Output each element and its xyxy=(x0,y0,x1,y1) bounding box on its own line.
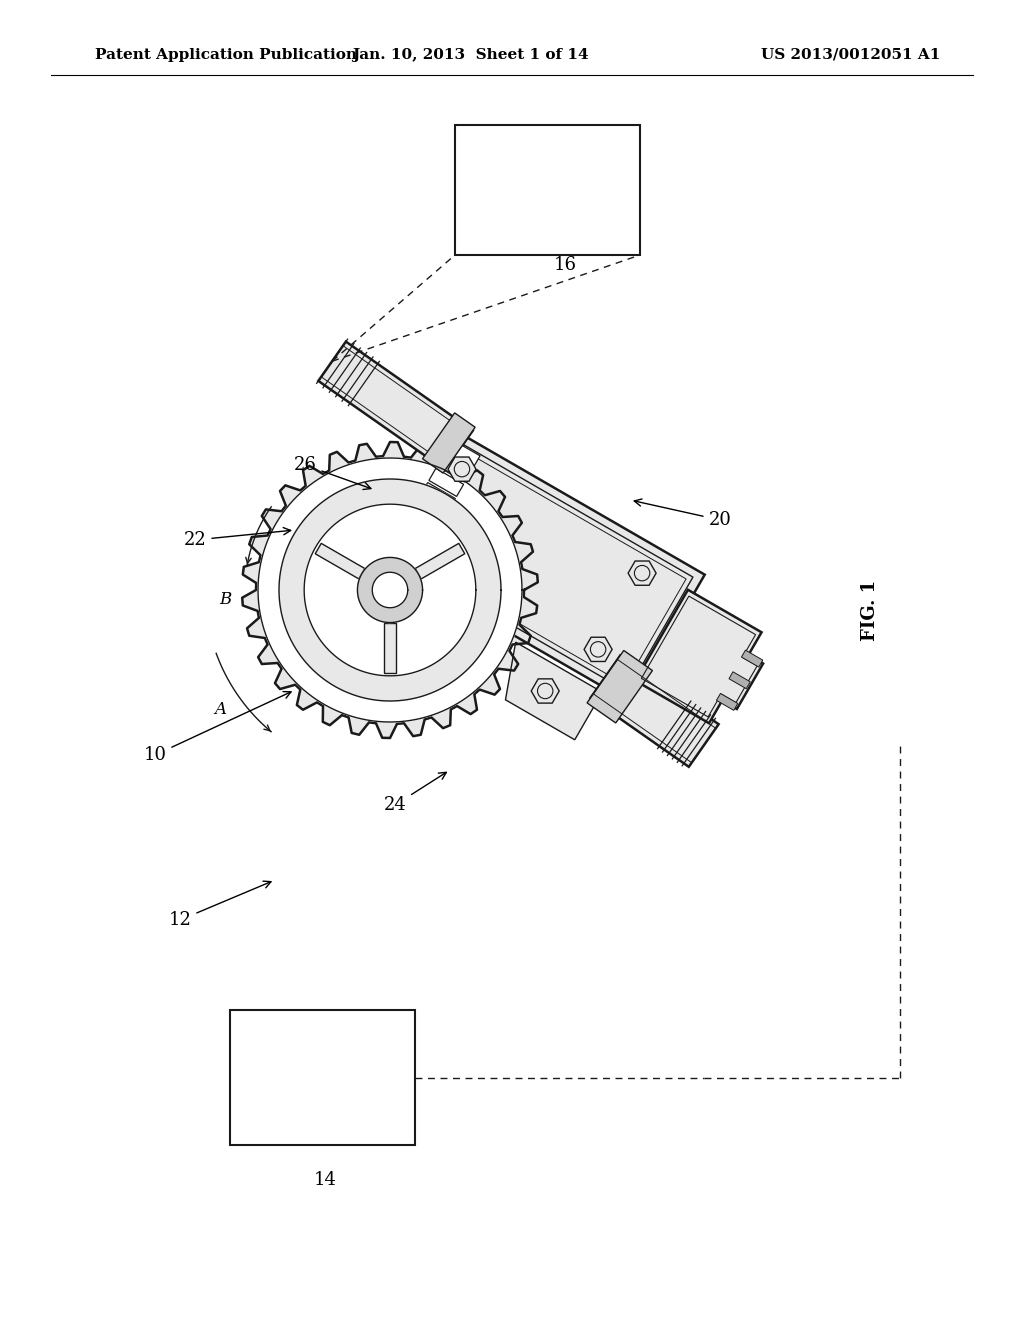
Text: B: B xyxy=(219,591,231,609)
Polygon shape xyxy=(437,454,472,482)
Polygon shape xyxy=(318,342,473,470)
Text: 20: 20 xyxy=(634,499,731,529)
Text: 14: 14 xyxy=(313,1171,337,1189)
Polygon shape xyxy=(384,623,396,673)
Polygon shape xyxy=(717,693,737,710)
Polygon shape xyxy=(279,479,501,701)
Polygon shape xyxy=(506,642,602,739)
Polygon shape xyxy=(373,573,408,607)
Polygon shape xyxy=(636,590,763,723)
Polygon shape xyxy=(304,504,476,676)
Text: 16: 16 xyxy=(554,256,577,275)
Polygon shape xyxy=(628,561,656,585)
Polygon shape xyxy=(357,557,423,623)
Polygon shape xyxy=(388,540,423,568)
Polygon shape xyxy=(413,496,447,525)
Polygon shape xyxy=(421,483,456,511)
Polygon shape xyxy=(587,651,652,723)
Text: Jan. 10, 2013  Sheet 1 of 14: Jan. 10, 2013 Sheet 1 of 14 xyxy=(351,48,589,62)
Polygon shape xyxy=(404,511,439,539)
Text: 10: 10 xyxy=(143,692,291,764)
Polygon shape xyxy=(584,638,612,661)
Bar xyxy=(455,125,640,255)
Polygon shape xyxy=(741,651,763,667)
Polygon shape xyxy=(531,678,559,704)
Polygon shape xyxy=(396,525,431,553)
Text: A: A xyxy=(214,701,226,718)
Text: 22: 22 xyxy=(183,528,291,549)
Text: US 2013/0012051 A1: US 2013/0012051 A1 xyxy=(761,48,940,62)
Polygon shape xyxy=(729,672,751,689)
Text: FIG. 1: FIG. 1 xyxy=(861,579,879,640)
Bar xyxy=(230,1010,415,1144)
Text: 26: 26 xyxy=(294,455,371,490)
Polygon shape xyxy=(315,544,365,579)
Polygon shape xyxy=(243,442,538,738)
Polygon shape xyxy=(445,440,480,467)
Text: 24: 24 xyxy=(384,772,446,814)
Polygon shape xyxy=(591,655,719,767)
Polygon shape xyxy=(447,457,476,482)
Polygon shape xyxy=(423,413,475,473)
Text: Patent Application Publication: Patent Application Publication xyxy=(95,48,357,62)
Polygon shape xyxy=(404,533,432,557)
Text: 12: 12 xyxy=(169,882,271,929)
Polygon shape xyxy=(375,428,705,702)
Polygon shape xyxy=(258,458,522,722)
Polygon shape xyxy=(429,469,464,496)
Polygon shape xyxy=(415,544,465,579)
